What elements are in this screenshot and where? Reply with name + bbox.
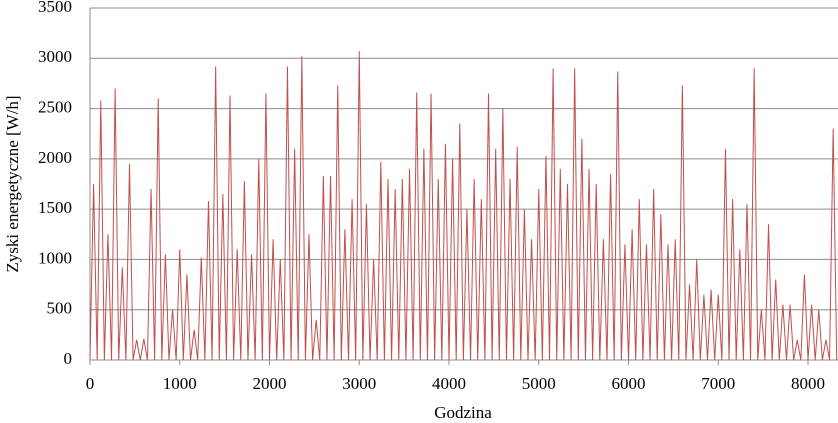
x-tick-label: 4000 xyxy=(432,374,466,393)
x-tick-label: 1000 xyxy=(163,374,197,393)
y-tick-label: 500 xyxy=(47,299,73,318)
x-tick-label: 8000 xyxy=(791,374,825,393)
x-axis-label: Godzina xyxy=(434,403,492,422)
y-axis-label: Zyski energetyczne [W/h] xyxy=(3,95,22,272)
y-tick-label: 1000 xyxy=(38,248,72,267)
y-tick-label: 1500 xyxy=(38,198,72,217)
y-tick-label: 3500 xyxy=(38,0,72,16)
x-tick-label: 2000 xyxy=(253,374,287,393)
x-tick-label: 7000 xyxy=(701,374,735,393)
x-tick-label: 6000 xyxy=(612,374,646,393)
x-tick-label: 5000 xyxy=(522,374,556,393)
y-tick-label: 2500 xyxy=(38,97,72,116)
y-tick-label: 3000 xyxy=(38,47,72,66)
y-tick-label: 0 xyxy=(64,349,73,368)
x-tick-label: 0 xyxy=(86,374,95,393)
x-tick-label: 3000 xyxy=(342,374,376,393)
y-tick-label: 2000 xyxy=(38,148,72,167)
data-line xyxy=(89,51,838,361)
